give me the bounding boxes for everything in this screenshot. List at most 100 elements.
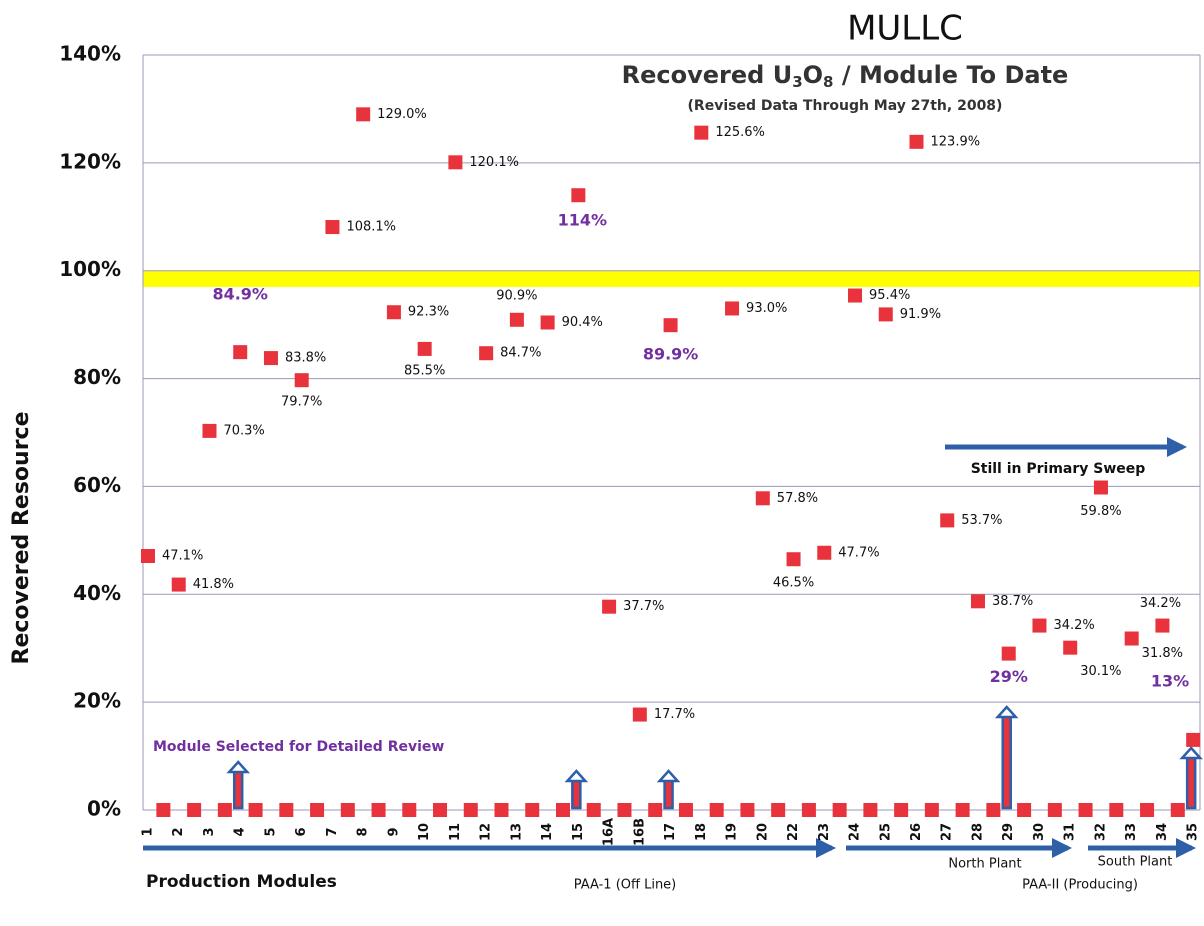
- baseline-marker: [801, 803, 816, 817]
- data-label: 29%: [990, 667, 1028, 686]
- annotation: PAA-1 (Off Line): [574, 878, 677, 893]
- baseline-marker: [617, 803, 632, 817]
- x-tick-label: 25: [878, 823, 893, 841]
- baseline-marker: [894, 803, 909, 817]
- data-label: 92.3%: [408, 305, 449, 320]
- data-label: 34.2%: [1140, 596, 1181, 611]
- reference-band: [143, 270, 1200, 287]
- y-tick-label: 120%: [59, 149, 121, 173]
- data-label: 125.6%: [715, 125, 765, 140]
- baseline-marker: [832, 803, 847, 817]
- baseline-marker: [1109, 803, 1124, 817]
- baseline-marker: [433, 803, 448, 817]
- x-tick-label: 7: [325, 827, 340, 836]
- baseline-marker: [371, 803, 386, 817]
- x-tick-label: 13: [509, 823, 524, 841]
- marker: [878, 307, 893, 322]
- marker: [848, 288, 863, 303]
- baseline-marker: [955, 803, 970, 817]
- highlight-arrow-head: [994, 705, 1019, 719]
- annotation: Still in Primary Sweep: [971, 461, 1146, 477]
- baseline-marker: [986, 803, 1001, 817]
- data-label: 93.0%: [746, 301, 787, 316]
- data-label: 57.8%: [777, 491, 818, 506]
- data-label: 31.8%: [1142, 646, 1183, 661]
- baseline-marker: [494, 803, 509, 817]
- baseline-marker: [863, 803, 878, 817]
- y-axis-label: Recovered Resource: [9, 412, 34, 665]
- baseline-marker: [463, 803, 478, 817]
- data-label: 17.7%: [654, 707, 695, 722]
- x-tick-label: 3: [202, 827, 217, 836]
- x-tick-label: 1: [141, 827, 156, 836]
- baseline-marker: [1017, 803, 1032, 817]
- baseline-marker: [279, 803, 294, 817]
- marker: [141, 548, 155, 563]
- x-tick-label: 18: [694, 823, 709, 841]
- x-tick-label: 20: [755, 823, 770, 841]
- data-label: 123.9%: [931, 134, 981, 149]
- marker: [479, 346, 494, 361]
- title-sub: 8: [823, 73, 833, 91]
- x-tick-label: 28: [970, 823, 985, 841]
- baseline-marker: [648, 803, 663, 817]
- marker: [571, 188, 586, 203]
- x-tick-label: 30: [1032, 823, 1047, 841]
- y-tick-label: 80%: [73, 365, 121, 389]
- data-label: 114%: [558, 211, 607, 230]
- baseline-marker: [924, 803, 939, 817]
- data-label: 84.9%: [212, 285, 268, 304]
- marker: [356, 107, 371, 122]
- annotation: PAA-II (Producing): [1022, 878, 1138, 893]
- data-label: 70.3%: [223, 423, 264, 438]
- data-label: 41.8%: [193, 577, 234, 592]
- data-label: 90.9%: [496, 288, 537, 303]
- x-tick-label: 14: [540, 823, 555, 841]
- x-tick-label: 12: [479, 823, 494, 841]
- data-label: 59.8%: [1080, 504, 1121, 519]
- x-tick-label: 2: [171, 827, 186, 836]
- baseline-marker: [771, 803, 786, 817]
- x-tick-label: 5: [263, 827, 278, 836]
- marker: [1063, 640, 1078, 655]
- x-tick-label: 22: [786, 823, 801, 841]
- x-tick-label: 8: [356, 827, 371, 836]
- x-tick-label: 35: [1186, 823, 1201, 841]
- x-tick-label: 34: [1155, 823, 1170, 841]
- y-tick-label: 0%: [87, 797, 121, 821]
- highlight-arrow-head: [656, 769, 681, 783]
- highlight-arrow: [571, 777, 582, 810]
- data-label: 90.4%: [562, 315, 603, 330]
- y-tick-label: 20%: [73, 689, 121, 713]
- data-label: 47.7%: [838, 545, 879, 560]
- x-tick-label: 23: [817, 823, 832, 841]
- baseline-marker: [709, 803, 724, 817]
- x-tick-label: 16A: [602, 818, 617, 846]
- subtitle: (Revised Data Through May 27th, 2008): [688, 98, 1003, 114]
- x-tick-label: 17: [663, 823, 678, 841]
- data-label: 79.7%: [281, 395, 322, 410]
- marker: [171, 577, 186, 592]
- marker: [233, 345, 248, 360]
- data-label: 85.5%: [404, 363, 445, 378]
- title-part: O: [803, 61, 823, 89]
- marker: [294, 373, 309, 388]
- x-tick-label: 29: [1001, 823, 1016, 841]
- x-tick-label: 26: [909, 823, 924, 841]
- heading: MULLC: [847, 9, 963, 49]
- marker: [325, 220, 340, 235]
- data-label: 95.4%: [869, 288, 910, 303]
- x-tick-label: 33: [1124, 823, 1139, 841]
- annotation: South Plant: [1098, 855, 1173, 870]
- x-tick-label: 19: [725, 823, 740, 841]
- marker: [694, 125, 709, 140]
- highlight-arrow: [663, 777, 674, 810]
- data-label: 47.1%: [162, 548, 203, 563]
- baseline-marker: [402, 803, 417, 817]
- x-tick-label: 15: [571, 823, 586, 841]
- marker: [448, 155, 463, 170]
- baseline-marker: [156, 803, 171, 817]
- marker: [1001, 646, 1016, 661]
- data-label: 30.1%: [1080, 664, 1121, 679]
- marker: [786, 552, 801, 567]
